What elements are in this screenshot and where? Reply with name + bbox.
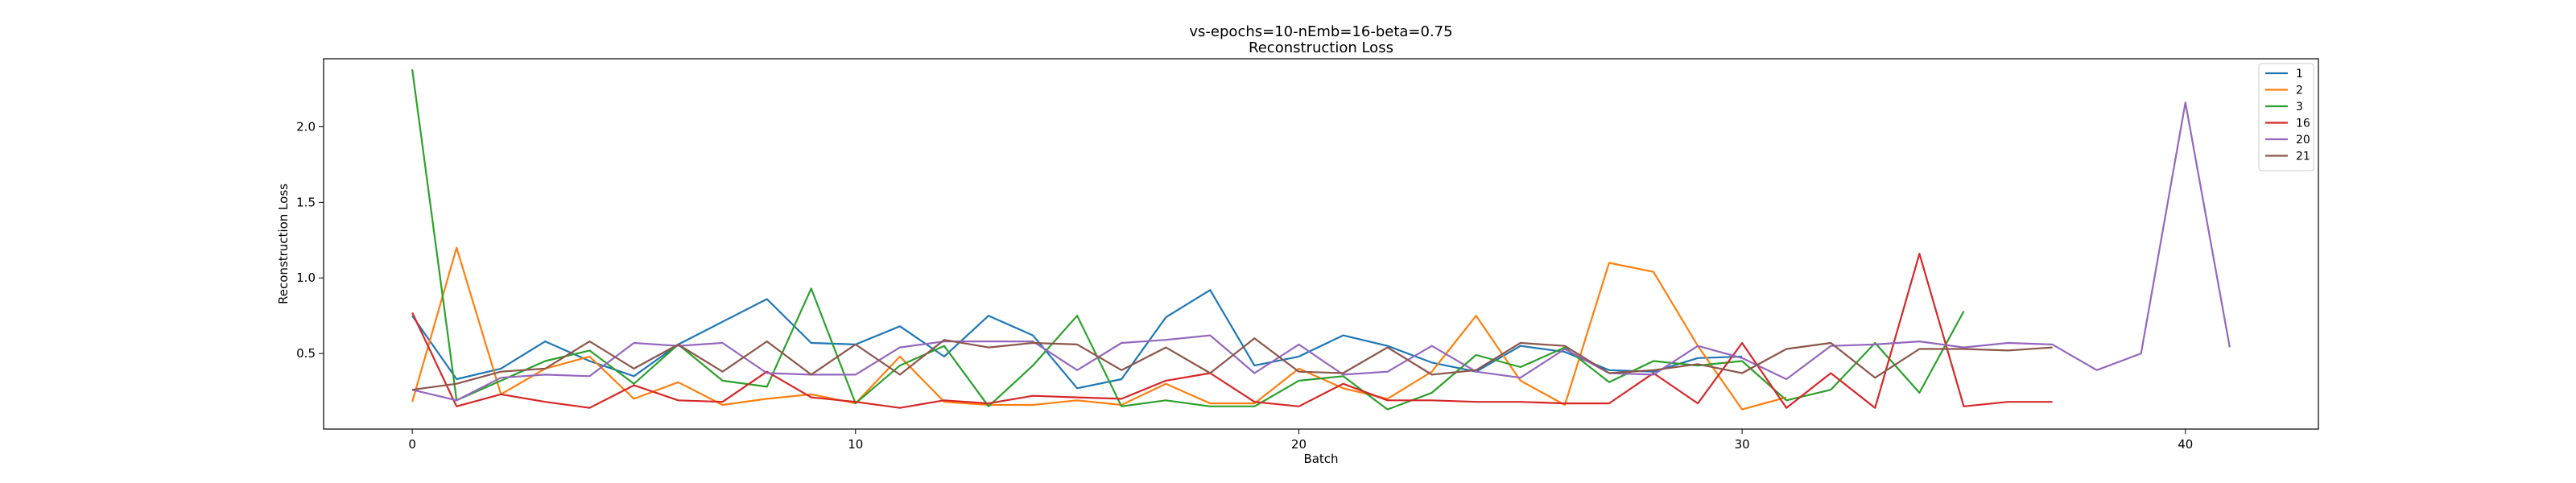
series-line-21 [411, 337, 2053, 391]
legend-label-16: 16 [2296, 118, 2310, 130]
x-axis-label: Batch [1303, 452, 1338, 466]
y-tick-label: 1.5 [296, 195, 316, 209]
y-tick-label: 1.0 [296, 270, 316, 285]
y-axis-label: Reconstruction Loss [276, 184, 291, 304]
plot-area [323, 58, 2319, 430]
legend-label-21: 21 [2296, 151, 2310, 163]
legend-label-1: 1 [2296, 68, 2303, 80]
series-line-2 [411, 246, 1787, 411]
legend: 1 2 3 16 20 21 [2258, 63, 2314, 171]
series-line-1 [411, 289, 1743, 390]
x-tick-label: 40 [2178, 437, 2193, 452]
series-line-16 [411, 253, 2053, 409]
legend-label-2: 2 [2296, 85, 2303, 97]
x-tick-label: 20 [1291, 437, 1307, 452]
legend-label-3: 3 [2296, 101, 2303, 114]
chart-title: vs-epochs=10-nEmb=16-beta=0.75 [1189, 23, 1452, 40]
chart-subtitle: Reconstruction Loss [1249, 39, 1393, 56]
axis-ticks: 0 10 20 30 40 0.5 1.0 1.5 2.0 [296, 119, 2193, 452]
y-tick-label: 0.5 [296, 346, 316, 361]
series-line-20 [411, 101, 2231, 402]
x-tick-label: 0 [408, 437, 416, 452]
x-tick-label: 10 [848, 437, 863, 452]
legend-label-20: 20 [2296, 134, 2310, 147]
y-tick-label: 2.0 [296, 119, 316, 134]
x-tick-label: 30 [1735, 437, 1750, 452]
series-layer [411, 68, 2231, 411]
